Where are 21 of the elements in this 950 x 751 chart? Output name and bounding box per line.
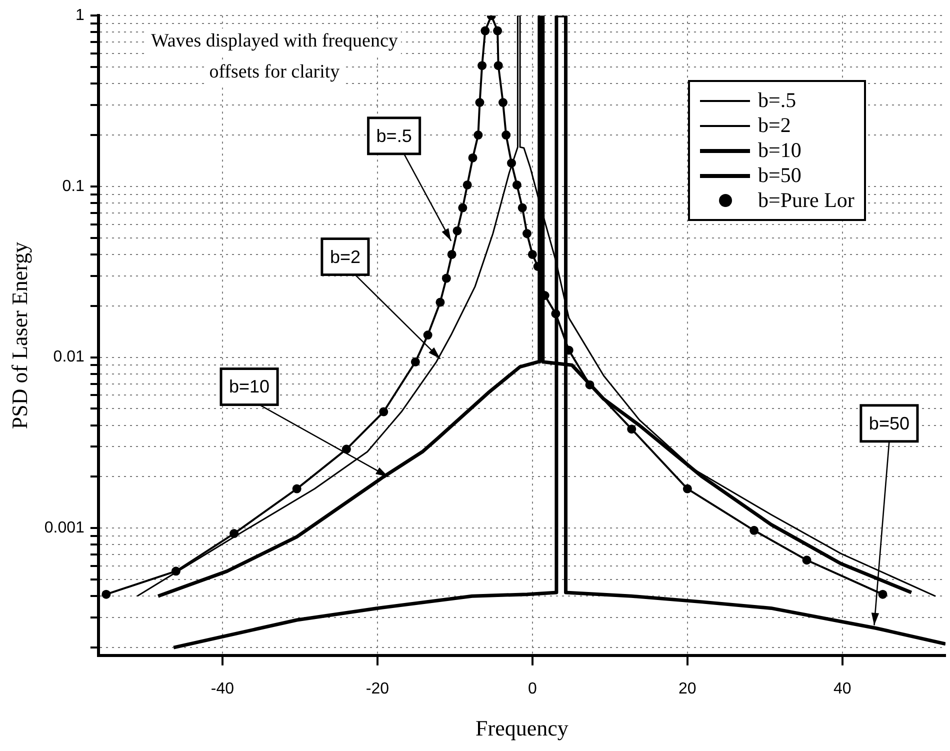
legend-label: b=.5 (758, 88, 796, 113)
y-tick-label: 0.001 (44, 520, 85, 537)
annotation: b=10 (229, 376, 270, 397)
x-tick-label: 0 (528, 680, 537, 698)
y-tick-label: 0.1 (62, 178, 85, 195)
annotation: b=50 (868, 413, 910, 434)
y-tick-label: 1 (76, 7, 85, 24)
x-tick-label: -20 (366, 680, 390, 698)
legend-label: b=50 (758, 163, 802, 188)
annotation: b=2 (330, 246, 360, 267)
y-axis-title: PSD of Laser Energy (6, 242, 32, 430)
x-axis-title: Frequency (476, 716, 568, 741)
x-tick-label: 40 (834, 680, 852, 698)
annotation: b=.5 (376, 126, 412, 146)
annotation: Waves displayed with frequency offsets for clarity (150, 30, 398, 83)
legend-label: b=10 (758, 138, 802, 163)
x-tick-label: 20 (678, 680, 696, 698)
x-tick-label: -40 (210, 680, 234, 698)
y-tick-label: 0.01 (53, 348, 85, 366)
legend-label: b=Pure Lor (758, 188, 854, 213)
legend-label: b=2 (758, 113, 791, 138)
